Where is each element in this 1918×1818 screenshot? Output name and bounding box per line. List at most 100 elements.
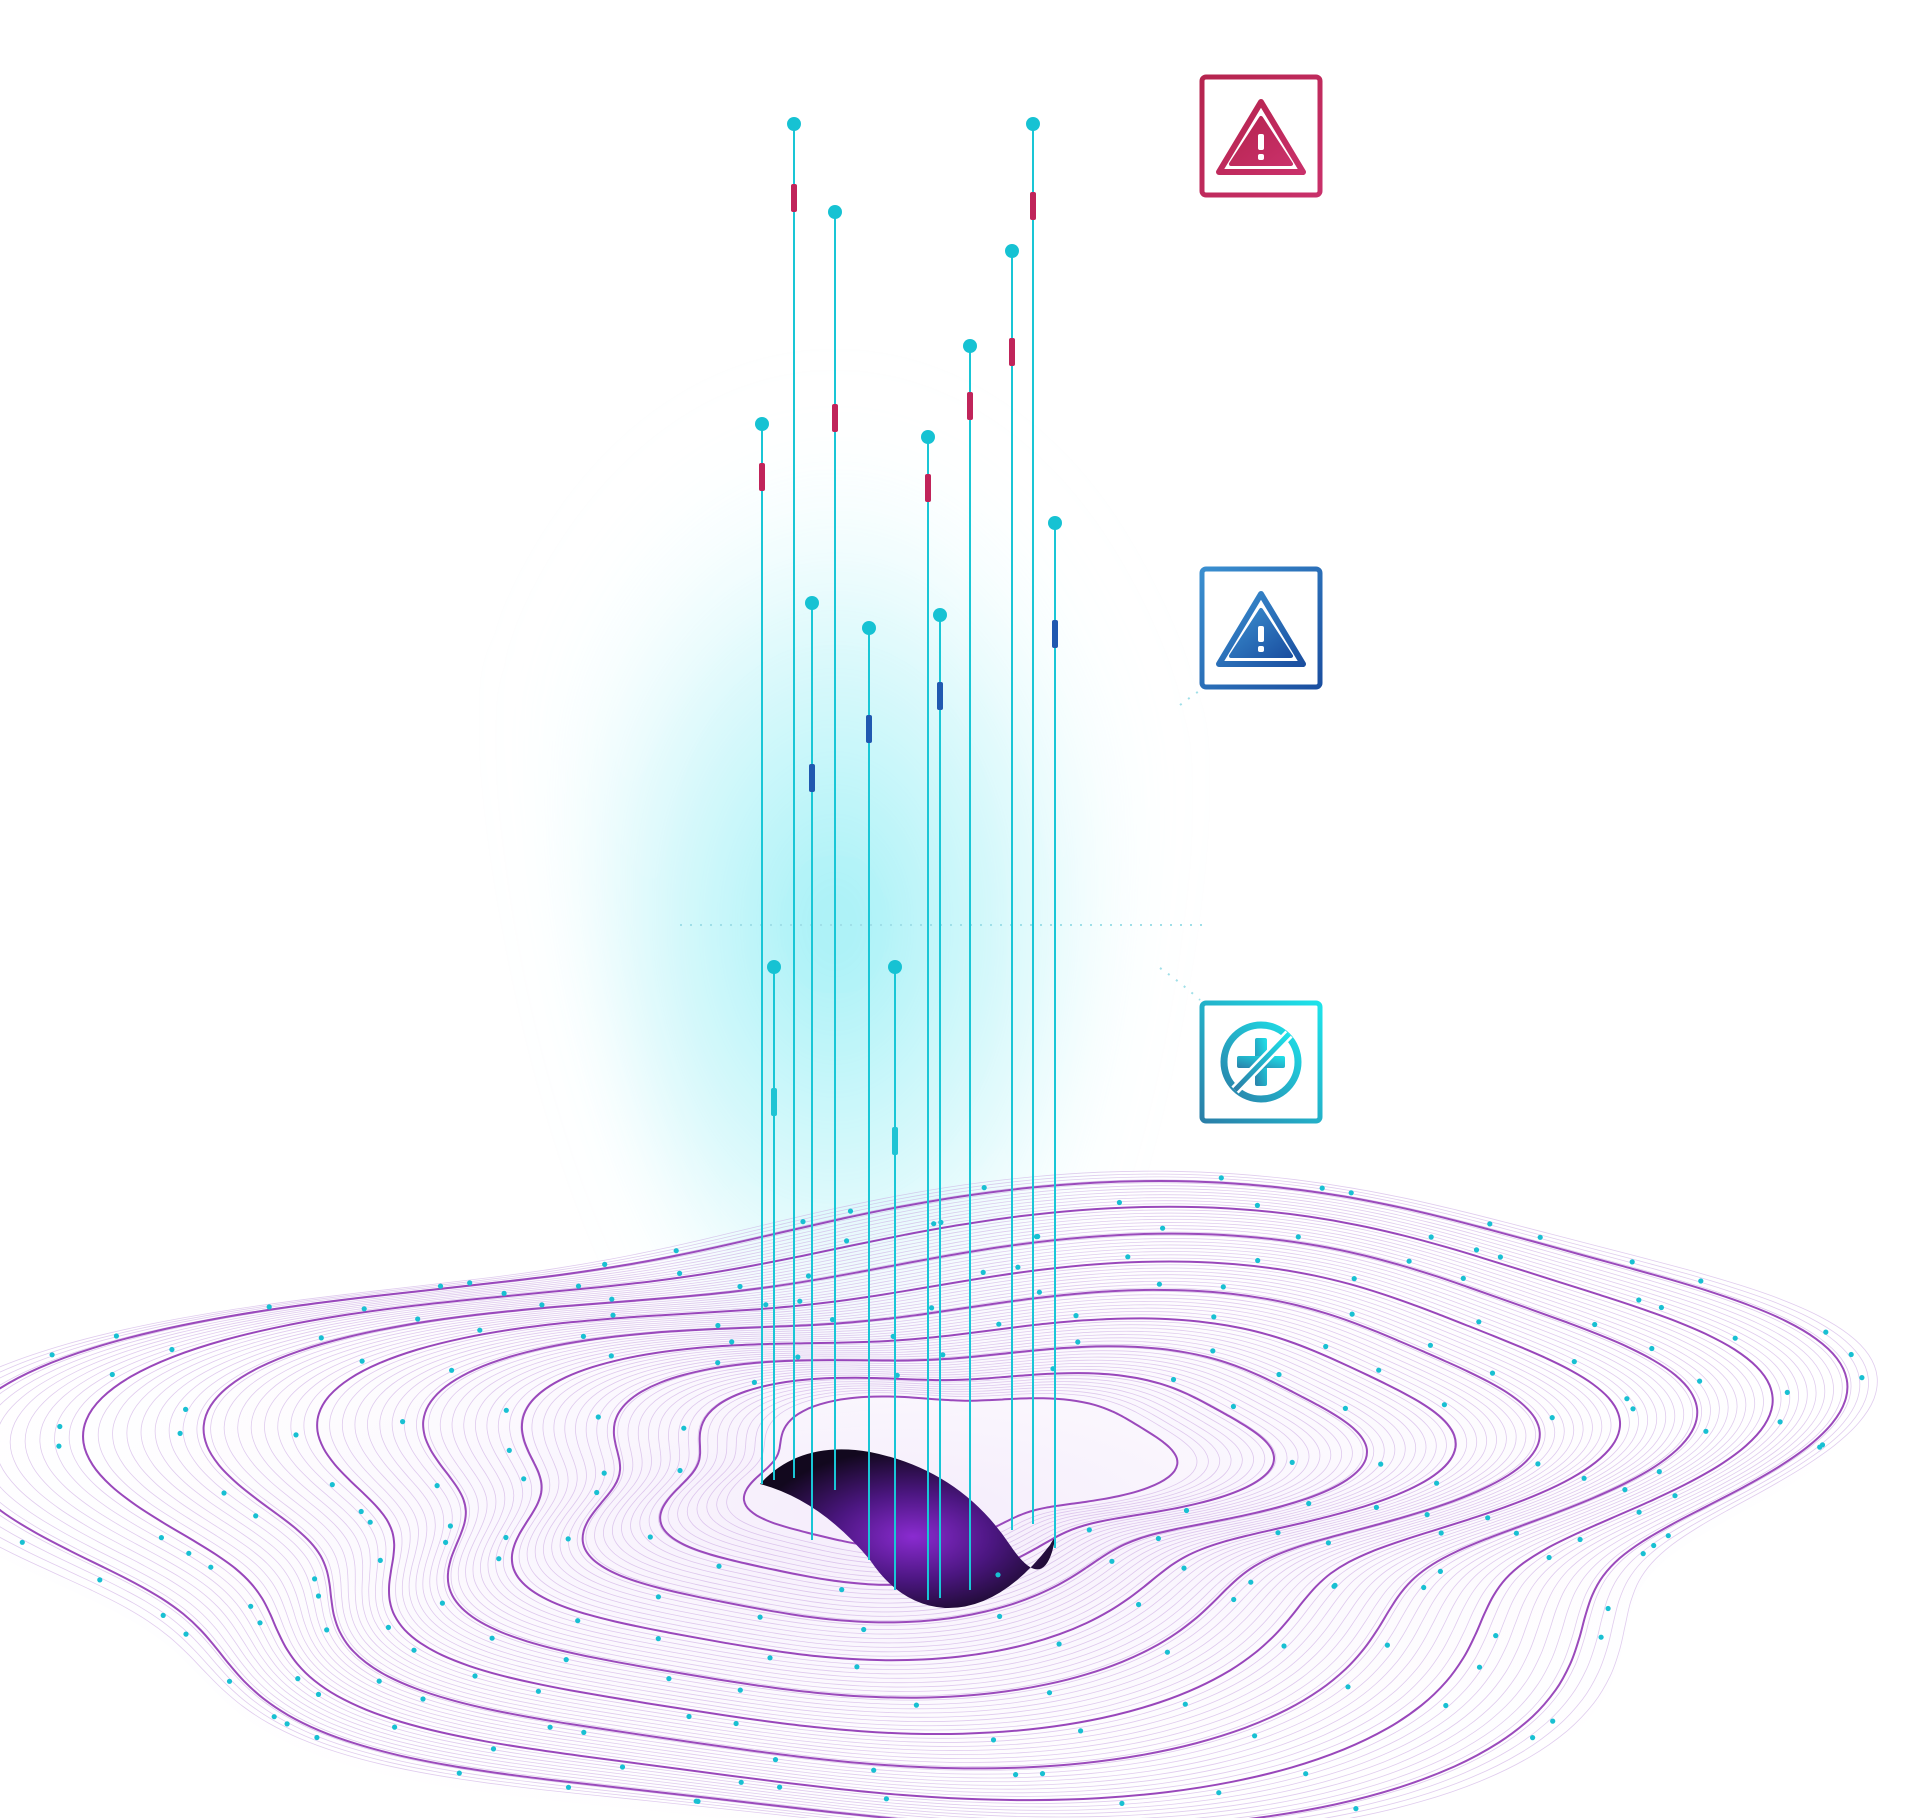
terrain-dot xyxy=(797,1298,803,1304)
terrain-dot xyxy=(208,1564,214,1570)
contour-fine-line xyxy=(0,1182,1843,1818)
terrain-dot xyxy=(1476,1664,1483,1670)
terrain-dot xyxy=(477,1327,483,1333)
terrain-dot xyxy=(601,1470,607,1476)
terrain-dot xyxy=(221,1490,227,1496)
terrain-dot xyxy=(376,1678,382,1684)
terrain-dot xyxy=(1649,1345,1655,1352)
terrain-dot xyxy=(673,1248,679,1254)
pin-high xyxy=(828,205,842,1490)
contour-fine-line xyxy=(486,1307,1488,1675)
terrain-dot xyxy=(1636,1509,1642,1515)
contour-fine-line xyxy=(237,1241,1676,1760)
terrain-dot xyxy=(1487,1221,1493,1227)
contour-line xyxy=(202,1232,1699,1770)
terrain-dot xyxy=(733,1720,739,1727)
contour-fine-line xyxy=(140,1218,1738,1786)
terrain-dot xyxy=(1275,1530,1281,1536)
terrain-dot xyxy=(1125,1254,1131,1260)
terrain-dot xyxy=(257,1620,263,1626)
terrain-dot xyxy=(158,1535,164,1541)
terrain-dot xyxy=(1306,1500,1312,1507)
terrain-dot xyxy=(1373,1504,1379,1510)
terrain-dot xyxy=(57,1423,63,1430)
terrain-dot xyxy=(1624,1396,1630,1402)
terrain-dot xyxy=(563,1657,569,1663)
contour-fine-line xyxy=(427,1290,1536,1697)
terrain-dot xyxy=(1183,1507,1190,1514)
pin-marker-high xyxy=(832,404,838,432)
terrain-dot xyxy=(547,1724,553,1730)
contour-fine-line xyxy=(518,1320,1447,1657)
terrain-dot xyxy=(377,1557,383,1563)
terrain-dot xyxy=(1116,1199,1122,1206)
pin-medium xyxy=(933,608,947,1598)
terrain-dot xyxy=(284,1721,290,1727)
contour-fine-line xyxy=(24,1194,1808,1815)
terrain-dot xyxy=(1421,1584,1427,1591)
contour-fine-line xyxy=(196,1231,1703,1771)
terrain-dot xyxy=(854,1664,860,1670)
terrain-dot xyxy=(1255,1257,1261,1264)
terrain-dot xyxy=(1075,1339,1081,1345)
terrain-dot xyxy=(929,1305,935,1311)
pin-marker-high xyxy=(967,392,973,420)
terrain-dot xyxy=(1181,1565,1187,1571)
terrain-dots xyxy=(19,1175,1865,1812)
contour-fine-line xyxy=(54,1200,1791,1808)
contour-fine-line xyxy=(686,1381,1243,1573)
terrain-dot xyxy=(715,1322,721,1329)
terrain-dot xyxy=(757,1614,763,1620)
contour-fine-line xyxy=(68,1203,1782,1804)
contour-fine-line xyxy=(502,1314,1468,1666)
terrain-dot xyxy=(56,1443,62,1449)
pin-head xyxy=(1005,244,1019,258)
terrain-dot xyxy=(1046,1690,1053,1696)
terrain-dot xyxy=(1160,1225,1166,1231)
terrain-dot xyxy=(183,1406,189,1412)
terrain-dot xyxy=(738,1779,744,1785)
terrain-dot xyxy=(1549,1415,1555,1421)
contour-fine-line xyxy=(594,1350,1353,1617)
terrain-dot xyxy=(1348,1190,1354,1196)
terrain-dot xyxy=(1428,1234,1434,1240)
contour-fine-line xyxy=(611,1356,1332,1608)
terrain-dot xyxy=(1078,1728,1084,1734)
terrain-dot xyxy=(1441,1402,1447,1408)
terrain-dot xyxy=(666,1676,672,1682)
terrain-dot xyxy=(1254,1202,1260,1208)
terrain-dot xyxy=(1406,1258,1412,1264)
pin-high xyxy=(787,117,801,1478)
contour-fine-line xyxy=(451,1297,1517,1688)
terrain-dot xyxy=(767,1655,773,1661)
terrain-dot xyxy=(1732,1335,1738,1341)
terrain-dot xyxy=(109,1371,115,1378)
terrain-dot xyxy=(314,1734,320,1741)
contour-fine-line xyxy=(495,1311,1478,1670)
contour-fine-line xyxy=(621,1359,1321,1604)
terrain-dot xyxy=(647,1534,653,1540)
terrain-dot xyxy=(1497,1254,1503,1260)
contour-fine-line xyxy=(696,1384,1232,1569)
contour-fine-line xyxy=(534,1327,1427,1648)
terrain-dot xyxy=(1577,1536,1583,1543)
pin-marker-low xyxy=(892,1127,898,1155)
contour-fine-line xyxy=(474,1304,1497,1679)
contour-fine-line xyxy=(329,1264,1612,1731)
terrain-dot xyxy=(737,1687,743,1693)
terrain-dot xyxy=(716,1563,722,1569)
contour-fine-line xyxy=(403,1284,1556,1705)
terrain-dot xyxy=(266,1304,272,1310)
terrain-dot xyxy=(359,1358,365,1364)
contour-fine-line xyxy=(223,1238,1685,1763)
pin-head xyxy=(963,339,977,353)
contour-fine-line xyxy=(97,1209,1764,1797)
contour-fine-line xyxy=(0,1176,1861,1818)
terrain-dot xyxy=(1823,1329,1829,1335)
terrain-dot xyxy=(367,1519,373,1525)
terrain-dot xyxy=(1289,1459,1295,1465)
terrain-dot xyxy=(1605,1605,1611,1612)
pin-head xyxy=(1048,516,1062,530)
terrain-dot xyxy=(1351,1276,1357,1282)
